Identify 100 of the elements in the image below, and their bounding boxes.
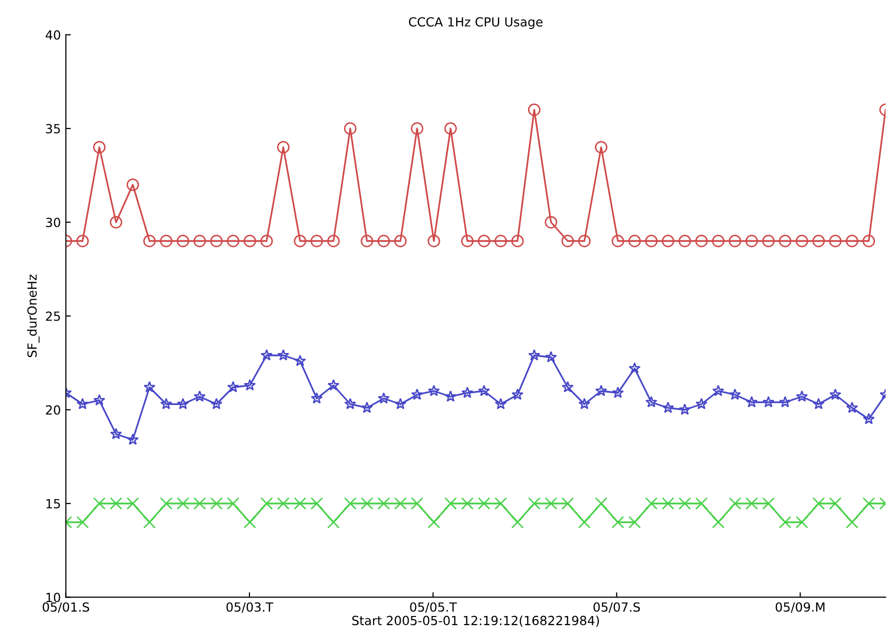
point xyxy=(511,234,524,248)
point xyxy=(528,497,540,510)
point xyxy=(294,234,306,248)
x-tick-label: 05/07.S xyxy=(594,602,640,613)
point xyxy=(512,388,524,400)
point xyxy=(494,497,508,510)
point xyxy=(662,497,674,510)
point xyxy=(193,234,206,248)
point xyxy=(478,384,490,396)
point xyxy=(144,380,156,392)
point xyxy=(344,398,356,410)
point xyxy=(746,396,758,408)
point xyxy=(244,234,256,248)
point xyxy=(327,516,340,528)
point xyxy=(645,396,658,408)
y-tick-label: 10 xyxy=(46,592,60,602)
point xyxy=(846,234,858,248)
point xyxy=(728,497,742,510)
x-tick-label: 05/03.T xyxy=(226,602,274,613)
point xyxy=(862,497,876,510)
point xyxy=(76,516,89,528)
point xyxy=(294,354,306,366)
point xyxy=(695,234,708,248)
point xyxy=(226,234,240,248)
point xyxy=(762,396,774,408)
point xyxy=(561,234,574,248)
y-tick-label: 20 xyxy=(46,405,60,415)
point xyxy=(696,398,708,410)
point xyxy=(210,234,223,248)
point xyxy=(461,386,474,398)
point xyxy=(545,351,557,362)
point xyxy=(494,234,508,248)
point xyxy=(344,497,356,510)
point xyxy=(377,234,390,248)
point xyxy=(461,497,474,510)
point xyxy=(561,497,574,510)
point xyxy=(628,234,641,248)
point xyxy=(595,384,608,396)
point xyxy=(394,234,407,248)
point xyxy=(394,497,407,510)
point xyxy=(260,234,273,248)
point xyxy=(544,216,558,229)
point xyxy=(160,497,172,510)
point xyxy=(193,497,206,510)
point xyxy=(745,497,758,510)
y-tick-label: 40 xyxy=(46,30,60,40)
y-axis-title: SF_durOneHz xyxy=(27,274,40,358)
point xyxy=(310,234,324,248)
point xyxy=(612,386,624,398)
point xyxy=(846,516,858,528)
point xyxy=(244,516,256,528)
point xyxy=(444,497,457,510)
point xyxy=(528,104,540,116)
point xyxy=(578,234,591,248)
point xyxy=(712,384,724,396)
point xyxy=(712,234,725,248)
point xyxy=(126,497,140,510)
point xyxy=(244,379,256,391)
point xyxy=(143,516,156,528)
point xyxy=(728,234,742,248)
point xyxy=(645,497,658,510)
point xyxy=(562,380,574,392)
x-axis-title: Start 2005-05-01 12:19:12(168221984) xyxy=(352,616,599,627)
point xyxy=(260,497,273,510)
point xyxy=(645,234,658,248)
point xyxy=(227,380,240,392)
point xyxy=(594,497,608,510)
point xyxy=(93,394,106,406)
point xyxy=(796,234,808,248)
point xyxy=(444,390,457,402)
point xyxy=(176,497,190,510)
point xyxy=(829,234,842,248)
point xyxy=(494,398,507,410)
point xyxy=(277,497,290,510)
point xyxy=(662,234,674,248)
point xyxy=(160,398,172,410)
point xyxy=(110,216,122,229)
point xyxy=(778,234,792,248)
point xyxy=(143,234,156,248)
x-tick-label: 05/05.T xyxy=(410,602,457,613)
point xyxy=(778,516,792,528)
point xyxy=(344,122,356,135)
y-tick-label: 25 xyxy=(46,311,60,321)
point xyxy=(628,516,641,528)
point xyxy=(762,497,775,510)
point xyxy=(277,349,290,361)
point xyxy=(812,234,825,248)
point xyxy=(695,497,708,510)
point xyxy=(110,497,122,510)
point xyxy=(829,388,842,400)
point xyxy=(678,234,692,248)
point xyxy=(712,516,725,528)
point xyxy=(511,516,524,528)
point xyxy=(210,398,222,410)
point xyxy=(93,141,106,154)
point xyxy=(310,497,324,510)
point xyxy=(796,390,808,402)
point xyxy=(478,234,490,248)
point xyxy=(728,388,741,400)
point xyxy=(328,379,340,391)
